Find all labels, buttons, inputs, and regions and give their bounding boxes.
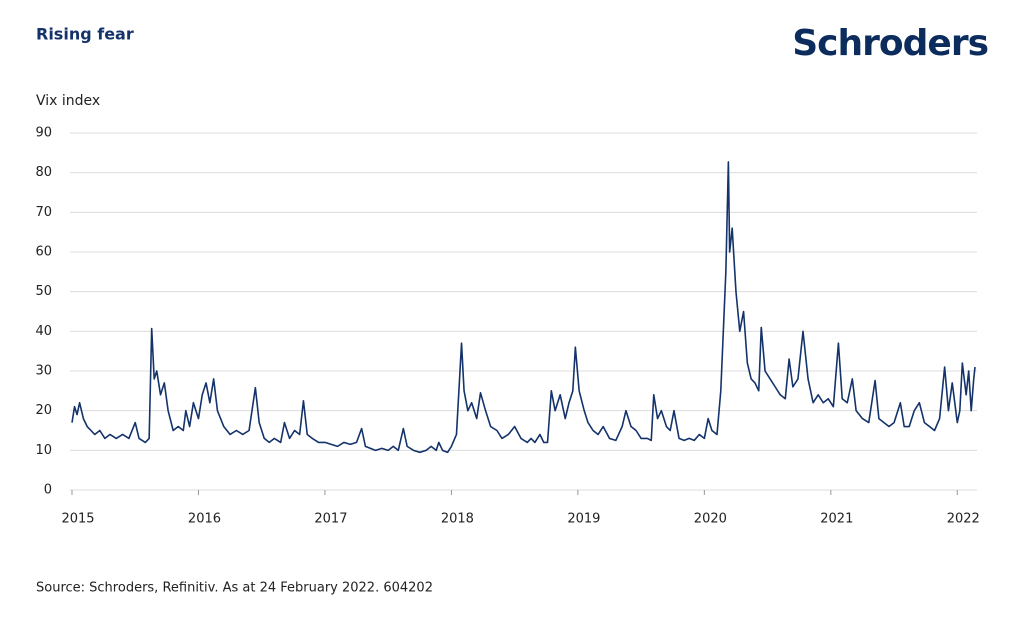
y-tick-label: 0 [44,483,52,498]
x-tick-label: 2022 [947,512,980,527]
x-tick-label: 2021 [820,512,853,527]
source-note: Source: Schroders, Refinitiv. As at 24 F… [36,581,433,596]
y-tick-label: 70 [35,205,52,220]
x-tick-label: 2020 [694,512,727,527]
y-axis-label: Vix index [36,93,100,109]
y-tick-label: 10 [35,443,52,458]
y-tick-label: 30 [35,364,52,379]
y-tick-label: 20 [35,403,52,418]
x-tick-label: 2018 [441,512,474,527]
y-tick-label: 60 [35,245,52,260]
x-tick-label: 2015 [61,512,94,527]
y-tick-label: 40 [35,324,52,339]
chart-title: Rising fear [36,25,134,44]
x-tick-label: 2016 [188,512,221,527]
x-tick-label: 2019 [567,512,600,527]
y-tick-label: 50 [35,284,52,299]
brand-logo: Schroders [792,23,988,64]
y-tick-label: 90 [35,126,52,141]
y-tick-label: 80 [35,165,52,180]
vix-line [71,161,976,454]
x-tick-label: 2017 [314,512,347,527]
